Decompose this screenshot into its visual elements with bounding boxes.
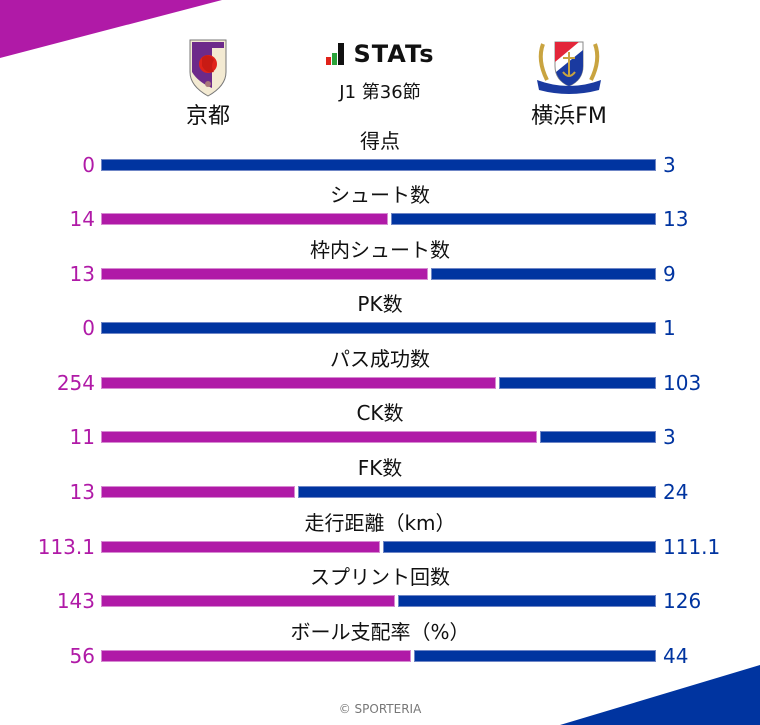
stat-label: FK数 bbox=[357, 456, 403, 480]
away-bar bbox=[101, 159, 656, 171]
away-bar bbox=[540, 431, 656, 443]
stat-label: ボール支配率（%） bbox=[290, 620, 470, 644]
stat-bar bbox=[101, 541, 656, 553]
home-team-name: 京都 bbox=[185, 104, 230, 129]
away-bar bbox=[383, 541, 656, 553]
corner-decoration-home bbox=[0, 0, 222, 58]
stat-label: PK数 bbox=[357, 292, 403, 316]
away-value: 103 bbox=[663, 371, 702, 395]
stat-bar bbox=[101, 595, 656, 607]
stat-label: CK数 bbox=[356, 401, 404, 425]
home-value: 113.1 bbox=[37, 535, 95, 559]
stat-row-passes: パス成功数 254 103 bbox=[0, 346, 760, 400]
away-bar bbox=[398, 595, 656, 607]
away-bar bbox=[298, 486, 656, 498]
stat-label: スプリント回数 bbox=[310, 565, 450, 589]
stat-bar bbox=[101, 377, 656, 389]
home-bar bbox=[101, 431, 537, 443]
stat-bar bbox=[101, 268, 656, 280]
stat-row-shots: シュート数 14 13 bbox=[0, 182, 760, 236]
home-bar bbox=[101, 268, 428, 280]
stat-row-possession: ボール支配率（%） 56 44 bbox=[0, 619, 760, 673]
home-bar bbox=[101, 486, 295, 498]
home-value: 143 bbox=[56, 589, 95, 613]
stat-bar bbox=[101, 322, 656, 334]
stat-row-pk: PK数 0 1 bbox=[0, 291, 760, 345]
stat-bar bbox=[101, 159, 656, 171]
home-value: 13 bbox=[69, 262, 95, 286]
stat-bar bbox=[101, 650, 656, 662]
away-team-name: 横浜FM bbox=[531, 104, 607, 129]
away-value: 3 bbox=[663, 425, 676, 449]
stat-row-distance: 走行距離（km） 113.1 111.1 bbox=[0, 510, 760, 564]
stat-label: シュート数 bbox=[330, 183, 430, 207]
stat-row-free-kicks: FK数 13 24 bbox=[0, 455, 760, 509]
corner-decoration-away bbox=[560, 665, 760, 725]
away-value: 24 bbox=[663, 480, 689, 504]
stat-label: パス成功数 bbox=[330, 347, 430, 371]
stats-bar-icon bbox=[325, 43, 344, 65]
home-bar bbox=[101, 541, 380, 553]
copyright: © SPORTERIA bbox=[338, 702, 422, 716]
stats-logo: STATs bbox=[310, 40, 450, 68]
away-bar bbox=[101, 322, 656, 334]
stat-label: 走行距離（km） bbox=[304, 511, 456, 535]
away-value: 3 bbox=[663, 153, 676, 177]
home-value: 56 bbox=[69, 644, 95, 668]
home-bar bbox=[101, 595, 395, 607]
home-value: 14 bbox=[69, 207, 95, 231]
away-value: 9 bbox=[663, 262, 676, 286]
match-round: J1 第36節 bbox=[339, 82, 421, 103]
home-bar bbox=[101, 213, 388, 225]
stat-bar bbox=[101, 213, 656, 225]
stat-label: 枠内シュート数 bbox=[310, 238, 450, 262]
away-value: 1 bbox=[663, 316, 676, 340]
home-team: 京都 bbox=[148, 36, 268, 130]
yokohama-f-marinos-crest-icon bbox=[537, 41, 601, 94]
away-value: 13 bbox=[663, 207, 689, 231]
away-value: 44 bbox=[663, 644, 689, 668]
stat-row-goals: 得点 0 3 bbox=[0, 128, 760, 182]
away-value: 126 bbox=[663, 589, 702, 613]
away-bar bbox=[431, 268, 656, 280]
home-value: 0 bbox=[82, 153, 95, 177]
home-bar bbox=[101, 377, 496, 389]
stat-bar bbox=[101, 486, 656, 498]
away-bar bbox=[391, 213, 656, 225]
home-value: 11 bbox=[69, 425, 95, 449]
away-team: 横浜FM bbox=[509, 36, 629, 130]
home-value: 13 bbox=[69, 480, 95, 504]
away-bar bbox=[414, 650, 656, 662]
home-value: 254 bbox=[56, 371, 95, 395]
home-bar bbox=[101, 650, 411, 662]
stat-row-shots-on-target: 枠内シュート数 13 9 bbox=[0, 237, 760, 291]
away-value: 111.1 bbox=[663, 535, 721, 559]
stat-label: 得点 bbox=[360, 129, 400, 153]
stat-bar bbox=[101, 431, 656, 443]
logo-text: STATs bbox=[353, 40, 435, 68]
stat-row-corners: CK数 11 3 bbox=[0, 400, 760, 454]
home-value: 0 bbox=[82, 316, 95, 340]
stat-row-sprints: スプリント回数 143 126 bbox=[0, 564, 760, 618]
away-bar bbox=[499, 377, 656, 389]
kyoto-sanga-crest-icon bbox=[189, 39, 227, 97]
